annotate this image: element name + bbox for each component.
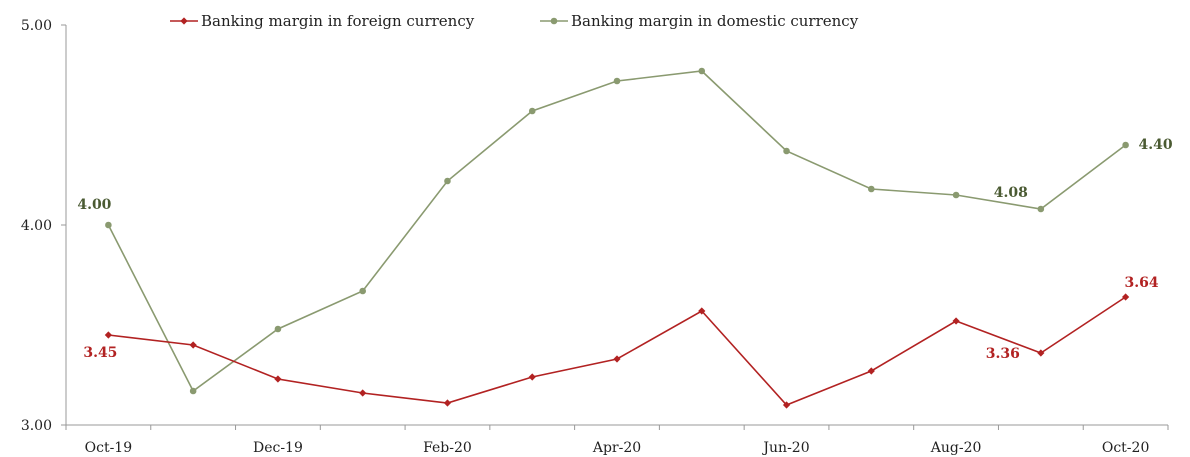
data-label: 4.00 bbox=[77, 197, 111, 213]
chart-legend: Banking margin in foreign currency Bankin… bbox=[170, 12, 859, 30]
data-label: 3.64 bbox=[1125, 275, 1159, 291]
data-point bbox=[528, 373, 536, 381]
data-label: 4.40 bbox=[1139, 137, 1173, 153]
chart-data-labels: 3.45 3.36 3.64 4.00 4.08 4.40 bbox=[77, 137, 1173, 362]
chart-series bbox=[104, 67, 1130, 409]
data-point bbox=[189, 387, 197, 395]
series-line bbox=[107, 70, 1127, 393]
data-label: 3.45 bbox=[83, 345, 117, 361]
data-label: 3.36 bbox=[986, 346, 1020, 362]
data-point bbox=[698, 307, 706, 315]
y-tick-label: 4.00 bbox=[21, 218, 52, 234]
y-tick-label: 5.00 bbox=[21, 18, 52, 34]
data-point bbox=[359, 287, 366, 295]
data-point bbox=[867, 367, 875, 375]
data-point bbox=[104, 331, 112, 339]
series-line bbox=[108, 296, 1127, 406]
data-point bbox=[189, 341, 197, 349]
data-point bbox=[274, 325, 282, 333]
x-tick-label: Dec-19 bbox=[253, 440, 303, 456]
data-point bbox=[868, 185, 875, 193]
x-tick-label: Aug-20 bbox=[930, 440, 982, 456]
data-point bbox=[613, 77, 621, 85]
data-point bbox=[528, 107, 536, 115]
data-point bbox=[952, 317, 960, 325]
data-point bbox=[443, 399, 452, 407]
y-tick-label: 3.00 bbox=[21, 418, 52, 434]
data-point bbox=[782, 401, 791, 409]
data-point bbox=[1037, 349, 1045, 357]
series-domestic-currency bbox=[105, 67, 1129, 395]
legend-item: Banking margin in foreign currency bbox=[170, 12, 475, 30]
data-point bbox=[952, 191, 960, 199]
data-point bbox=[1122, 293, 1130, 301]
x-tick-label: Oct-19 bbox=[85, 440, 133, 456]
data-point bbox=[444, 177, 451, 185]
data-point bbox=[783, 147, 790, 155]
data-point bbox=[698, 67, 706, 75]
legend-item: Banking margin in domestic currency bbox=[540, 12, 859, 30]
series-foreign-currency bbox=[104, 293, 1130, 409]
legend-label: Banking margin in domestic currency bbox=[571, 12, 859, 30]
legend-swatch-marker bbox=[550, 17, 558, 25]
data-point bbox=[105, 221, 112, 229]
data-label: 4.08 bbox=[994, 185, 1028, 201]
x-tick-label: Feb-20 bbox=[423, 440, 472, 456]
legend-label: Banking margin in foreign currency bbox=[201, 12, 475, 30]
x-tick-label: Apr-20 bbox=[592, 440, 641, 456]
data-point bbox=[1037, 205, 1045, 213]
x-tick-label: Oct-20 bbox=[1102, 440, 1150, 456]
data-point bbox=[1122, 141, 1129, 149]
data-point bbox=[274, 375, 282, 383]
data-point bbox=[613, 355, 621, 363]
legend-swatch-marker bbox=[180, 17, 188, 25]
data-point bbox=[359, 389, 367, 397]
x-tick-label: Jun-20 bbox=[761, 440, 809, 456]
chart-axes: 3.00 4.00 5.00 Oct-19 Dec-19 Feb-20 Apr-20 Jun-… bbox=[21, 18, 1169, 456]
